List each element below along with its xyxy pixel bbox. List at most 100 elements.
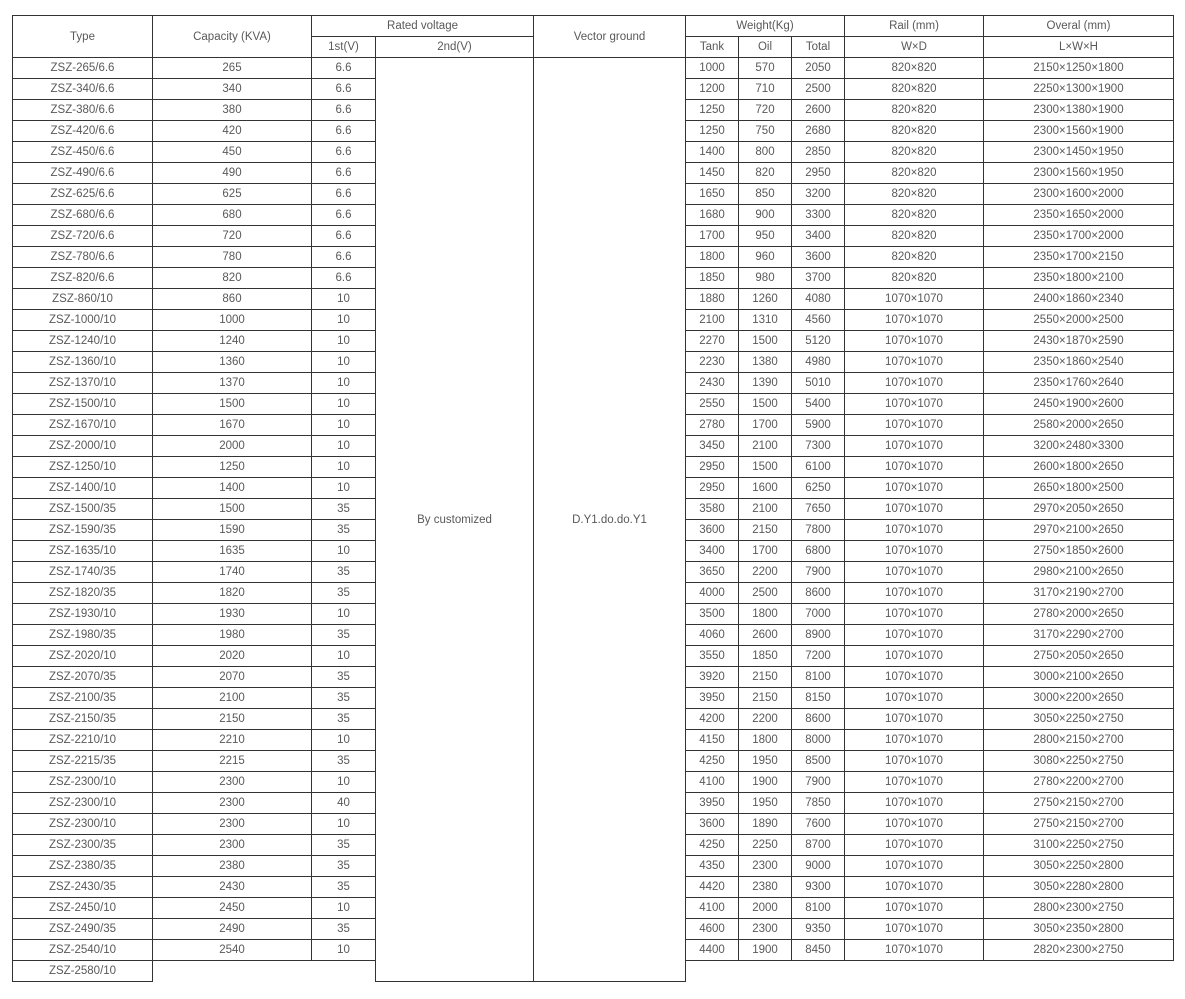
type-cell: ZSZ-2430/35 — [12, 876, 153, 898]
rail-cell: 1070×1070 — [844, 372, 984, 394]
oil-cell: 2200 — [738, 561, 792, 583]
table-row: ZSZ-2100/35 2100 35 3950 2150 8150 1070×1070 30… — [12, 687, 1174, 709]
type-cell: ZSZ-2210/10 — [12, 729, 153, 751]
voltage-1st-cell: 10 — [311, 330, 376, 352]
header-rail: Rail (mm) — [844, 15, 984, 37]
rail-cell: 1070×1070 — [844, 330, 984, 352]
rail-cell: 1070×1070 — [844, 855, 984, 877]
overall-cell: 3080×2250×2750 — [983, 750, 1174, 772]
tank-cell: 1680 — [685, 204, 739, 226]
capacity-cell: 860 — [152, 288, 312, 310]
table-row: ZSZ-1930/10 1930 10 3500 1800 7000 1070×1070 27… — [12, 603, 1174, 625]
type-cell: ZSZ-1500/35 — [12, 498, 153, 520]
rail-cell: 1070×1070 — [844, 792, 984, 814]
voltage-1st-cell: 40 — [311, 792, 376, 814]
oil-cell: 2150 — [738, 519, 792, 541]
rail-cell: 1070×1070 — [844, 645, 984, 667]
rail-cell: 1070×1070 — [844, 561, 984, 583]
table-row: ZSZ-2380/35 2380 35 4350 2300 9000 1070×1070 30… — [12, 855, 1174, 877]
tank-cell: 1000 — [685, 57, 739, 79]
tank-cell: 2950 — [685, 456, 739, 478]
overall-cell: 2300×1380×1900 — [983, 99, 1174, 121]
type-cell: ZSZ-680/6.6 — [12, 204, 153, 226]
tank-cell: 2950 — [685, 477, 739, 499]
voltage-1st-cell: 6.6 — [311, 267, 376, 289]
rail-cell: 1070×1070 — [844, 309, 984, 331]
oil-cell: 950 — [738, 225, 792, 247]
header-overal-lwh: L×W×H — [983, 36, 1174, 58]
header-oil: Oil — [738, 36, 792, 58]
voltage-1st-cell: 10 — [311, 372, 376, 394]
type-cell: ZSZ-1240/10 — [12, 330, 153, 352]
type-cell: ZSZ-2300/10 — [12, 771, 153, 793]
type-cell: ZSZ-2300/35 — [12, 834, 153, 856]
table-row: ZSZ-1820/35 1820 35 4000 2500 8600 1070×1070 31… — [12, 582, 1174, 604]
table-row: ZSZ-1000/10 1000 10 2100 1310 4560 1070×1070 25… — [12, 309, 1174, 331]
overall-cell: 2800×2300×2750 — [983, 897, 1174, 919]
type-cell: ZSZ-1590/35 — [12, 519, 153, 541]
oil-cell: 1950 — [738, 750, 792, 772]
header-tank: Tank — [685, 36, 739, 58]
rail-cell: 1070×1070 — [844, 897, 984, 919]
total-cell: 3200 — [791, 183, 845, 205]
rail-cell: 1070×1070 — [844, 351, 984, 373]
capacity-cell: 490 — [152, 162, 312, 184]
table-row: ZSZ-780/6.6 780 6.6 1800 960 3600 820×820 2350×… — [12, 246, 1174, 268]
total-cell: 6100 — [791, 456, 845, 478]
voltage-1st-cell: 10 — [311, 309, 376, 331]
total-cell: 7900 — [791, 771, 845, 793]
capacity-cell: 780 — [152, 246, 312, 268]
voltage-1st-cell: 35 — [311, 498, 376, 520]
header-capacity: Capacity (KVA) — [152, 15, 312, 58]
type-cell: ZSZ-2070/35 — [12, 666, 153, 688]
overall-cell: 2150×1250×1800 — [983, 57, 1174, 79]
capacity-cell: 820 — [152, 267, 312, 289]
tank-cell: 1800 — [685, 246, 739, 268]
tank-cell: 3950 — [685, 687, 739, 709]
total-cell: 3400 — [791, 225, 845, 247]
oil-cell: 2200 — [738, 708, 792, 730]
oil-cell: 2600 — [738, 624, 792, 646]
header-total: Total — [791, 36, 845, 58]
rail-cell: 1070×1070 — [844, 498, 984, 520]
capacity-cell: 2380 — [152, 855, 312, 877]
voltage-1st-cell: 10 — [311, 897, 376, 919]
overall-cell: 2970×2100×2650 — [983, 519, 1174, 541]
capacity-cell: 625 — [152, 183, 312, 205]
total-cell: 5010 — [791, 372, 845, 394]
oil-cell: 2380 — [738, 876, 792, 898]
total-cell: 9000 — [791, 855, 845, 877]
total-cell: 2050 — [791, 57, 845, 79]
voltage-1st-cell: 35 — [311, 519, 376, 541]
oil-cell: 1900 — [738, 939, 792, 961]
overall-cell: 2300×1560×1950 — [983, 162, 1174, 184]
tank-cell: 4100 — [685, 897, 739, 919]
rail-cell: 1070×1070 — [844, 414, 984, 436]
type-cell: ZSZ-420/6.6 — [12, 120, 153, 142]
rail-cell: 1070×1070 — [844, 288, 984, 310]
type-cell: ZSZ-1360/10 — [12, 351, 153, 373]
rail-cell: 1070×1070 — [844, 666, 984, 688]
voltage-1st-cell: 35 — [311, 855, 376, 877]
voltage-1st-cell: 35 — [311, 750, 376, 772]
tank-cell: 3600 — [685, 813, 739, 835]
oil-cell: 1950 — [738, 792, 792, 814]
capacity-cell: 1590 — [152, 519, 312, 541]
header-voltage-1st: 1st(V) — [311, 36, 376, 58]
header-row-1: Type Capacity (KVA) Rated voltage Vector… — [12, 15, 1174, 58]
capacity-cell: 2150 — [152, 708, 312, 730]
type-cell: ZSZ-2300/10 — [12, 792, 153, 814]
overall-cell: 2600×1800×2650 — [983, 456, 1174, 478]
header-voltage-2nd: 2nd(V) — [375, 36, 534, 58]
oil-cell: 1800 — [738, 729, 792, 751]
header-overal: Overal (mm) — [983, 15, 1174, 37]
oil-cell: 800 — [738, 141, 792, 163]
rail-cell: 820×820 — [844, 99, 984, 121]
oil-cell: 960 — [738, 246, 792, 268]
table-row: ZSZ-2000/10 2000 10 3450 2100 7300 1070×1070 32… — [12, 435, 1174, 457]
total-cell: 8700 — [791, 834, 845, 856]
tank-cell: 4000 — [685, 582, 739, 604]
table-row: ZSZ-380/6.6 380 6.6 1250 720 2600 820×820 2300×… — [12, 99, 1174, 121]
tank-cell: 1400 — [685, 141, 739, 163]
table-row: ZSZ-2450/10 2450 10 4100 2000 8100 1070×1070 28… — [12, 897, 1174, 919]
